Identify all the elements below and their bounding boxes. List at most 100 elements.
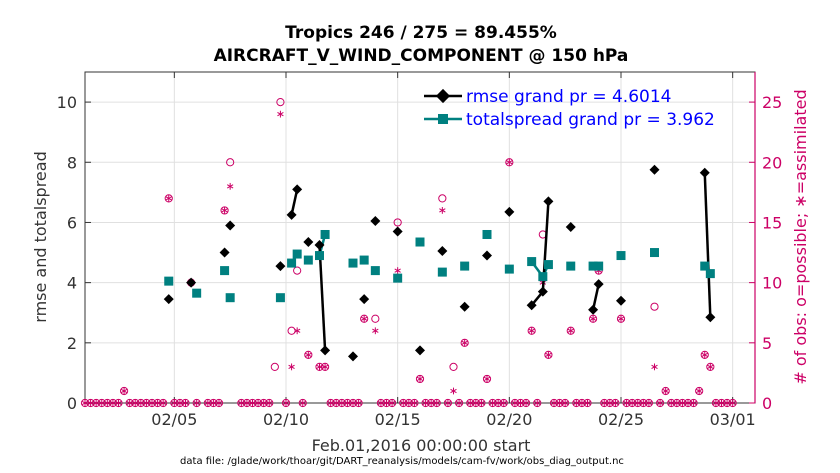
obs-possible-point [399,398,408,408]
rmse-point [314,240,325,251]
obs-possible-point [644,398,654,408]
obs-assimilated-point [115,399,122,407]
spread-point [594,261,604,271]
rmse-point [225,220,236,231]
rmse-point [415,345,425,356]
obs-possible-point [203,398,212,408]
rmse-point [219,247,230,258]
obs-assimilated-point [684,399,692,407]
obs-possible-point [533,398,542,408]
obs-assimilated-point [634,399,641,407]
obs-assimilated-point [517,399,524,407]
obs-possible-point [404,398,413,408]
obs-assimilated-point [578,399,586,407]
obs-possible-point [572,398,581,408]
rmse-line-segment [290,189,299,216]
obs-assimilated-point [299,399,306,407]
obs-assimilated-point [316,363,323,371]
obs-possible-point [717,398,726,408]
obs-assimilated-point [344,399,351,407]
obs-possible-point [544,350,553,359]
spread-point [700,261,710,271]
spread-point [650,248,659,258]
obs-possible-point [443,398,453,408]
obs-assimilated-point [612,399,619,407]
obs-assimilated-point [92,399,100,407]
obs-possible-point [304,350,313,359]
obs-possible-point [175,398,185,408]
y-tick-label-left: 0 [67,394,77,413]
obs-possible-point [466,398,475,408]
x-tick-label: 02/15 [375,410,421,429]
obs-assimilated-point [143,399,150,407]
obs-possible-point [293,266,302,275]
obs-possible-point [393,218,402,227]
obs-possible-point [114,398,123,408]
obs-possible-point [214,398,224,408]
spread-point [616,251,626,261]
obs-assimilated-point [427,399,435,407]
obs-assimilated-point [589,315,597,323]
obs-possible-point [192,398,201,408]
obs-assimilated-point [712,399,720,407]
obs-assimilated-point [154,399,161,407]
obs-possible-point [600,398,609,408]
obs-assimilated-point [623,399,630,407]
obs-assimilated-point [567,327,574,335]
legend-rmse-marker [435,88,451,104]
obs-assimilated-point [528,327,535,335]
obs-possible-point [678,398,687,408]
obs-possible-point [633,398,642,408]
obs-possible-point [103,398,112,408]
obs-possible-point [315,362,324,371]
obs-possible-point [97,398,106,408]
obs-possible-point [415,374,425,384]
obs-possible-point [270,362,279,371]
obs-assimilated-point [690,399,697,407]
obs-assimilated-point [550,399,558,407]
obs-assimilated-point [355,399,362,407]
rmse-point [699,167,710,178]
obs-possible-point [588,314,598,323]
x-tick-label: 02/05 [151,410,197,429]
obs-assimilated-point [126,399,133,407]
obs-assimilated-point [511,399,519,407]
obs-possible-point [672,398,681,408]
obs-assimilated-point [534,399,541,407]
rmse-point [482,250,492,261]
obs-assimilated-point [120,387,128,395]
obs-possible-point [449,362,458,371]
obs-assimilated-point [718,399,725,407]
rmse-point [286,209,297,220]
obs-assimilated-point [489,399,496,407]
obs-assimilated-point [210,399,217,407]
rmse-line-segment [591,283,600,310]
rmse-point [504,206,515,217]
obs-possible-point [170,398,179,408]
obs-assimilated-point [461,339,468,347]
obs-assimilated-point [695,387,703,395]
obs-possible-point [516,398,525,408]
obs-assimilated-point [338,399,346,407]
legend-rmse-label: rmse grand pr = 4.6014 [466,87,671,107]
obs-possible-point [454,398,464,408]
rmse-point [370,215,381,226]
obs-possible-point [683,398,693,408]
spread-point [303,255,313,265]
obs-possible-point [616,314,626,323]
obs-assimilated-point [617,315,625,323]
obs-possible-point [382,398,391,408]
obs-possible-point [281,398,291,408]
x-axis-label: Feb.01,2016 00:00:00 start [312,436,531,455]
obs-possible-point [639,398,648,408]
obs-possible-point [549,398,559,408]
obs-possible-point [326,398,335,408]
obs-possible-point [655,398,665,408]
obs-possible-point [499,398,508,408]
obs-possible-point [510,398,520,408]
obs-possible-point [147,398,157,408]
obs-possible-point [181,398,190,408]
obs-possible-point [432,398,441,408]
y-tick-label-right: 15 [762,213,782,232]
